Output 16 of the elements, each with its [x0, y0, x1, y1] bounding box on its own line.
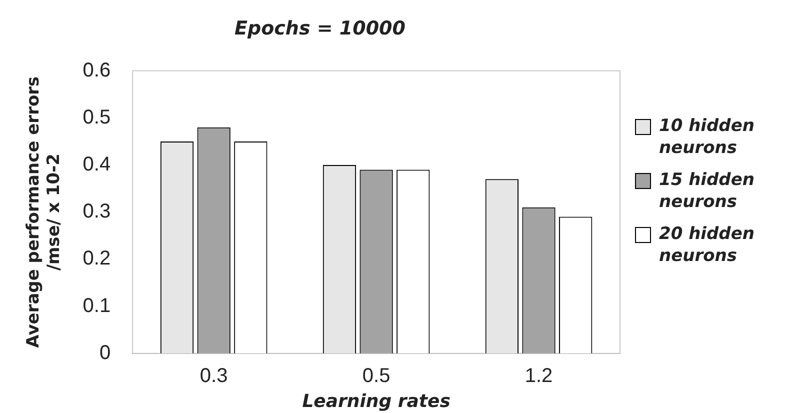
y-tick-label: 0.6 — [82, 59, 111, 82]
legend-label: 15 hidden neurons — [659, 169, 756, 213]
y-tick-label: 0.5 — [82, 106, 111, 128]
legend-label: 10 hidden neurons — [659, 115, 756, 159]
x-axis-title: Learning rates — [302, 390, 451, 412]
x-tick-label: 0.5 — [362, 364, 390, 387]
chart-title: Epochs = 10000 — [234, 17, 406, 40]
y-tick-label: 0.1 — [82, 294, 111, 317]
y-tick-label: 0.2 — [82, 248, 111, 270]
y-tick-label: 0 — [99, 342, 111, 364]
y-tick-label: 0.3 — [82, 200, 111, 223]
x-tick-label: 1.2 — [524, 364, 553, 387]
x-tick-label: 0.3 — [200, 364, 228, 387]
y-axis-title: Average performance errors /mse/ x 10-2 — [24, 76, 64, 348]
y-tick-label: 0.4 — [82, 154, 111, 176]
text: 20 hidden neurons — [659, 223, 756, 267]
